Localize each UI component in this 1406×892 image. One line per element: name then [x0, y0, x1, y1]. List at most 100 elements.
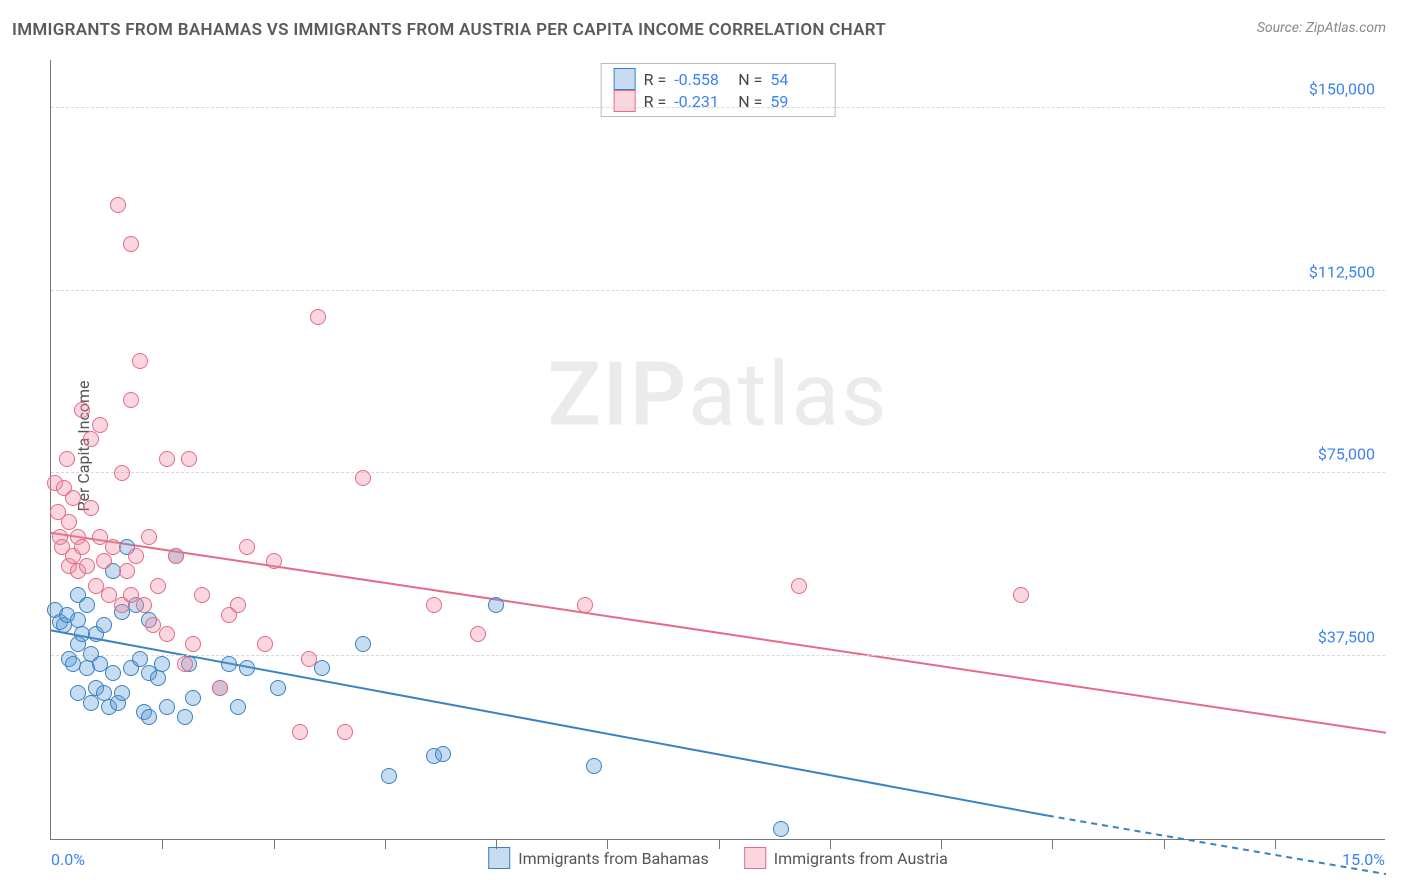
data-point-bahamas — [177, 709, 193, 725]
y-tick-label: $37,500 — [1318, 628, 1375, 647]
data-point-austria — [92, 417, 108, 433]
data-point-austria — [110, 197, 126, 213]
data-point-austria — [181, 451, 197, 467]
data-point-austria — [79, 558, 95, 574]
data-point-austria — [266, 553, 282, 569]
x-axis-max-label: 15.0% — [1342, 850, 1385, 869]
data-point-austria — [105, 539, 121, 555]
data-point-austria — [59, 451, 75, 467]
legend-swatch-austria — [614, 90, 636, 112]
data-point-austria — [301, 651, 317, 667]
data-point-austria — [230, 597, 246, 613]
x-tick — [1275, 839, 1276, 849]
data-point-austria — [123, 236, 139, 252]
data-point-austria — [150, 578, 166, 594]
data-point-austria — [337, 724, 353, 740]
x-tick — [941, 839, 942, 849]
data-point-bahamas — [773, 821, 789, 837]
data-point-austria — [257, 636, 273, 652]
data-point-bahamas — [355, 636, 371, 652]
data-point-bahamas — [105, 665, 121, 681]
chart-container: IMMIGRANTS FROM BAHAMAS VS IMMIGRANTS FR… — [0, 0, 1406, 892]
trend-lines — [51, 60, 1385, 839]
trend-line-dashed-bahamas — [1048, 816, 1386, 875]
data-point-bahamas — [159, 699, 175, 715]
data-point-austria — [136, 597, 152, 613]
data-point-bahamas — [70, 612, 86, 628]
data-point-austria — [96, 553, 112, 569]
source-attribution: Source: ZipAtlas.com — [1257, 20, 1386, 36]
data-point-austria — [168, 548, 184, 564]
data-point-austria — [292, 724, 308, 740]
data-point-bahamas — [141, 709, 157, 725]
data-point-austria — [426, 597, 442, 613]
n-value-bahamas: 54 — [770, 70, 822, 89]
data-point-austria — [128, 548, 144, 564]
correlation-legend: R = -0.558 N = 54R = -0.231 N = 59 — [601, 63, 836, 117]
y-tick-label: $112,500 — [1309, 262, 1375, 281]
data-point-austria — [141, 529, 157, 545]
data-point-bahamas — [586, 758, 602, 774]
n-label: N = — [734, 70, 762, 89]
chart-title: IMMIGRANTS FROM BAHAMAS VS IMMIGRANTS FR… — [12, 20, 886, 40]
r-label: R = — [644, 70, 667, 89]
correlation-legend-row-bahamas: R = -0.558 N = 54 — [614, 68, 823, 90]
data-point-austria — [83, 500, 99, 516]
legend-swatch-bahamas — [614, 68, 636, 90]
plot-area: ZIPatlas R = -0.558 N = 54R = -0.231 N =… — [50, 60, 1385, 840]
data-point-bahamas — [132, 651, 148, 667]
data-point-bahamas — [96, 617, 112, 633]
data-point-austria — [355, 470, 371, 486]
legend-swatch-bahamas — [488, 847, 510, 869]
data-point-austria — [212, 680, 228, 696]
series-legend-item-bahamas: Immigrants from Bahamas — [488, 847, 709, 869]
data-point-austria — [185, 636, 201, 652]
y-tick-label: $150,000 — [1309, 79, 1375, 98]
x-tick — [607, 839, 608, 849]
data-point-bahamas — [114, 685, 130, 701]
x-tick — [719, 839, 720, 849]
data-point-austria — [310, 309, 326, 325]
gridline — [51, 107, 1385, 108]
x-tick — [274, 839, 275, 849]
x-tick — [1164, 839, 1165, 849]
data-point-austria — [470, 626, 486, 642]
data-point-austria — [577, 597, 593, 613]
trend-line-austria — [51, 533, 1386, 733]
data-point-austria — [791, 578, 807, 594]
data-point-austria — [159, 626, 175, 642]
data-point-austria — [132, 353, 148, 369]
data-point-bahamas — [488, 597, 504, 613]
x-tick — [1052, 839, 1053, 849]
data-point-austria — [83, 431, 99, 447]
data-point-bahamas — [185, 690, 201, 706]
data-point-austria — [1013, 587, 1029, 603]
data-point-bahamas — [381, 768, 397, 784]
gridline — [51, 290, 1385, 291]
correlation-legend-row-austria: R = -0.231 N = 59 — [614, 90, 823, 112]
data-point-bahamas — [154, 656, 170, 672]
x-tick — [162, 839, 163, 849]
data-point-austria — [114, 465, 130, 481]
x-tick — [385, 839, 386, 849]
x-axis-min-label: 0.0% — [51, 850, 85, 869]
data-point-bahamas — [435, 746, 451, 762]
data-point-bahamas — [270, 680, 286, 696]
x-tick — [830, 839, 831, 849]
data-point-austria — [123, 392, 139, 408]
series-name-austria: Immigrants from Austria — [774, 849, 948, 868]
data-point-austria — [177, 656, 193, 672]
data-point-austria — [119, 563, 135, 579]
data-point-austria — [74, 539, 90, 555]
series-legend-item-austria: Immigrants from Austria — [744, 847, 948, 869]
data-point-austria — [65, 490, 81, 506]
data-point-austria — [61, 514, 77, 530]
trend-line-bahamas — [51, 630, 1048, 815]
gridline — [51, 655, 1385, 656]
series-name-bahamas: Immigrants from Bahamas — [518, 849, 709, 868]
data-point-bahamas — [230, 699, 246, 715]
gridline — [51, 472, 1385, 473]
data-point-bahamas — [314, 660, 330, 676]
data-point-bahamas — [79, 597, 95, 613]
data-point-bahamas — [221, 656, 237, 672]
